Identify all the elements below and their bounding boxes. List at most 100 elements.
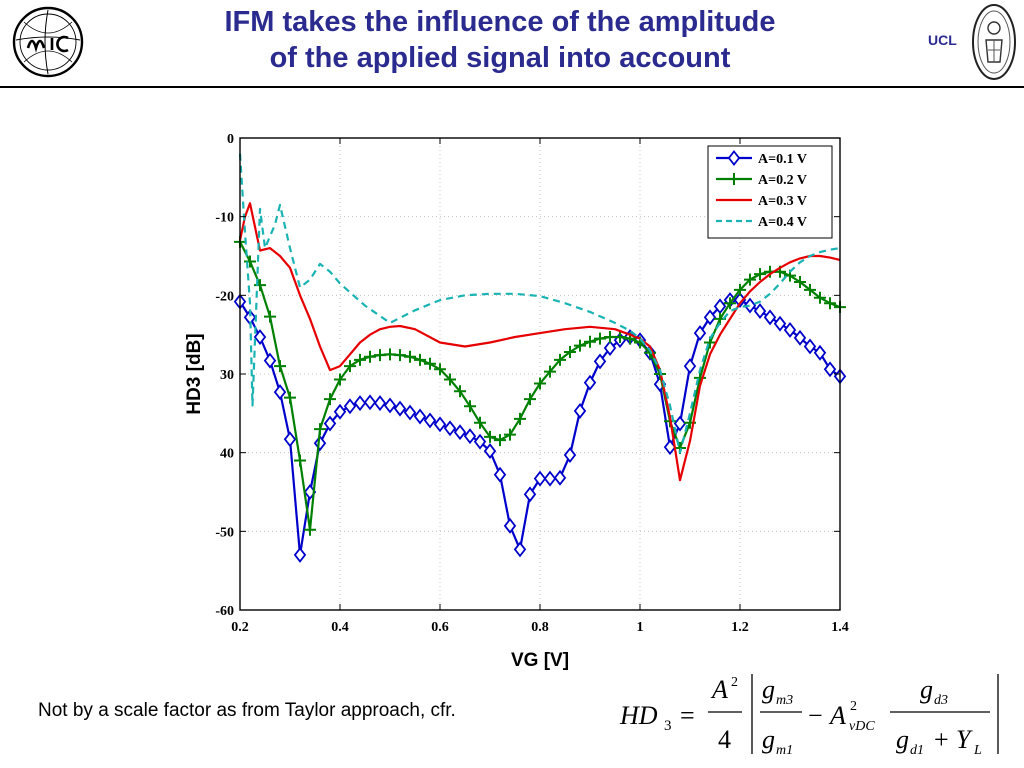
formula-gm3: g	[762, 675, 775, 704]
data-point-diamond	[493, 466, 507, 483]
formula-lhs-sub: 3	[664, 718, 672, 734]
legend-label: A=0.2 V	[758, 173, 807, 188]
data-point-diamond	[253, 329, 267, 345]
y-axis-label: HD3 [dB]	[184, 333, 205, 414]
formula-yl: Y	[956, 725, 973, 754]
data-point-plus	[364, 350, 376, 363]
axis-ticks: 0.2 0.4 0.6 0.8 1 1.2 1.4 0 -10 -20 30 40 -50 -60	[215, 132, 848, 635]
data-point-plus	[804, 283, 816, 296]
legend-entry: A=0.1 V	[716, 150, 807, 167]
data-point-diamond	[673, 415, 687, 432]
data-point-diamond	[683, 358, 697, 375]
data-point-plus	[594, 332, 606, 345]
formula-gd3-sub: d3	[934, 693, 948, 708]
x-tick-label: 0.4	[331, 620, 349, 635]
data-point-plus	[734, 283, 746, 296]
data-point-plus	[454, 385, 466, 398]
y-tick-label: 30	[220, 368, 234, 383]
data-point-plus	[754, 268, 766, 281]
data-point-diamond	[803, 338, 817, 355]
data-point-diamond	[573, 403, 587, 419]
x-tick-label: 1.4	[831, 620, 849, 635]
data-point-plus	[474, 416, 486, 429]
data-point-plus	[294, 454, 306, 467]
formula-gm1-sub: m1	[776, 743, 793, 758]
data-point-diamond	[433, 416, 447, 433]
formula-plus: +	[934, 725, 949, 754]
formula-gd1: g	[896, 725, 909, 754]
y-tick-label: -10	[215, 211, 234, 226]
data-point-diamond	[343, 398, 357, 415]
caption-text: Not by a scale factor as from Taylor app…	[38, 700, 456, 721]
data-point-diamond	[743, 297, 757, 314]
data-point-diamond	[813, 344, 827, 361]
legend-entry: A=0.2 V	[716, 173, 807, 188]
legend-entry: A=0.4 V	[716, 215, 807, 230]
data-point-plus	[614, 331, 626, 344]
data-point-plus	[444, 373, 456, 386]
data-point-diamond	[443, 420, 457, 437]
series-layer	[233, 153, 847, 563]
data-point-plus	[554, 353, 566, 366]
data-point-diamond	[403, 404, 417, 421]
legend-box	[707, 145, 833, 239]
data-point-diamond	[363, 394, 377, 411]
data-point-diamond	[543, 470, 557, 487]
formula-lhs: HD	[619, 701, 658, 730]
data-point-plus	[414, 353, 426, 366]
series-line	[238, 202, 841, 482]
data-point-plus	[284, 391, 296, 404]
data-point-plus	[544, 365, 556, 378]
data-point-plus	[354, 353, 366, 366]
slide-header: IFM takes the influence of the amplitude…	[0, 0, 1024, 88]
data-point-diamond	[553, 469, 567, 486]
data-point-plus	[564, 345, 576, 358]
formula-yl-sub: L	[973, 743, 982, 758]
data-point-plus	[694, 371, 706, 384]
data-point-diamond	[823, 361, 837, 378]
data-point-plus	[434, 363, 446, 376]
data-point-plus	[404, 350, 416, 363]
data-point-diamond	[263, 352, 277, 369]
data-point-plus	[824, 297, 836, 310]
x-axis-label: VG [V]	[511, 650, 569, 671]
data-point-plus	[344, 360, 356, 373]
data-point-diamond	[533, 470, 547, 487]
data-point-diamond	[323, 415, 337, 432]
data-point-plus	[314, 423, 326, 436]
data-point-diamond	[473, 433, 487, 450]
data-point-plus	[484, 430, 496, 443]
title-line-1: IFM takes the influence of the amplitude	[224, 6, 776, 38]
formula-minus: −	[808, 701, 823, 730]
emic-logo-icon	[12, 6, 84, 78]
data-point-plus	[574, 339, 586, 352]
legend-label: A=0.4 V	[758, 215, 807, 230]
data-point-diamond	[693, 325, 707, 342]
series-line	[238, 153, 841, 454]
data-point-diamond	[423, 412, 437, 429]
series-3	[238, 202, 841, 482]
slide-title: IFM takes the influence of the amplitude…	[110, 4, 890, 76]
data-point-plus	[744, 273, 756, 286]
data-point-diamond	[563, 447, 577, 463]
legend-label: A=0.1 V	[758, 152, 807, 167]
x-tick-label: 0.2	[231, 620, 249, 635]
y-tick-label: 40	[220, 447, 234, 462]
data-point-diamond	[483, 443, 497, 460]
formula-gd1-sub: d1	[910, 743, 924, 758]
hd3-formula: HD 3 = A 2 4 g m3 g m1 − A 2 vDC g d3 g …	[619, 674, 999, 758]
x-tick-label: 0.8	[531, 620, 549, 635]
data-point-plus	[524, 393, 536, 406]
data-point-plus	[334, 373, 346, 386]
series-4	[238, 153, 841, 454]
formula-a-num: A	[710, 675, 728, 704]
data-point-diamond	[593, 353, 607, 370]
data-point-plus	[514, 412, 526, 425]
x-tick-label: 0.6	[431, 620, 449, 635]
data-point-diamond	[463, 428, 477, 445]
y-tick-label: 0	[227, 132, 234, 147]
x-tick-label: 1	[637, 620, 644, 635]
legend-entry: A=0.3 V	[716, 194, 807, 209]
data-point-diamond	[523, 486, 537, 503]
